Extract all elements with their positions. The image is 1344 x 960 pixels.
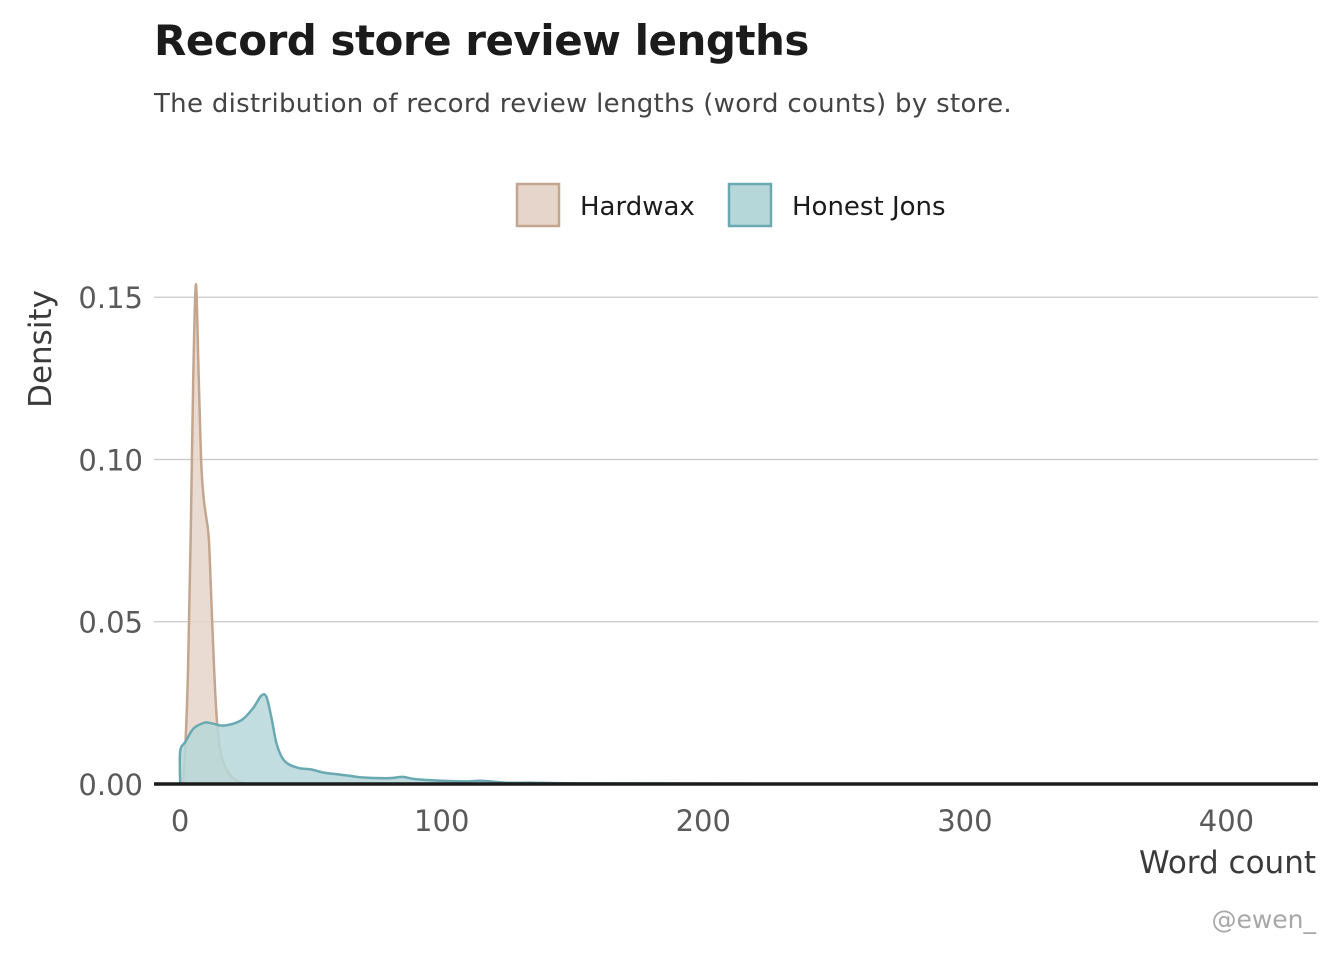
chart-subtitle: The distribution of record review length…: [154, 89, 1012, 119]
legend-swatch-hardwax: [515, 182, 561, 228]
y-axis-title: Density: [23, 290, 59, 408]
y-tick-label: 0.05: [78, 606, 143, 640]
chart-title: Record store review lengths: [154, 16, 809, 65]
caption: @ewen_: [1211, 905, 1316, 934]
density-area-hardwax: [182, 284, 251, 784]
y-axis-ticks: 0.00 0.05 0.10 0.15: [78, 281, 143, 802]
density-area-honest-jons: [179, 694, 1305, 784]
legend-label-honest-jons: Honest Jons: [792, 192, 946, 222]
legend: Hardwax Honest Jons: [515, 182, 946, 228]
gridlines: [154, 296, 1318, 623]
x-tick-label: 100: [414, 804, 469, 838]
legend-swatch-honest-jons: [727, 182, 773, 228]
legend-label-hardwax: Hardwax: [580, 192, 695, 222]
y-tick-label: 0.00: [78, 768, 143, 802]
density-areas: [178, 282, 1305, 786]
x-tick-label: 0: [171, 804, 189, 838]
density-area-honest-jons-outline: [178, 693, 1305, 786]
y-tick-label: 0.15: [78, 281, 143, 315]
x-tick-label: 300: [937, 804, 992, 838]
y-tick-label: 0.10: [78, 443, 143, 477]
x-tick-label: 400: [1199, 804, 1254, 838]
x-axis-title: Word count: [1139, 845, 1316, 881]
x-axis-ticks: 0 100 200 300 400: [171, 804, 1254, 838]
x-tick-label: 200: [676, 804, 731, 838]
